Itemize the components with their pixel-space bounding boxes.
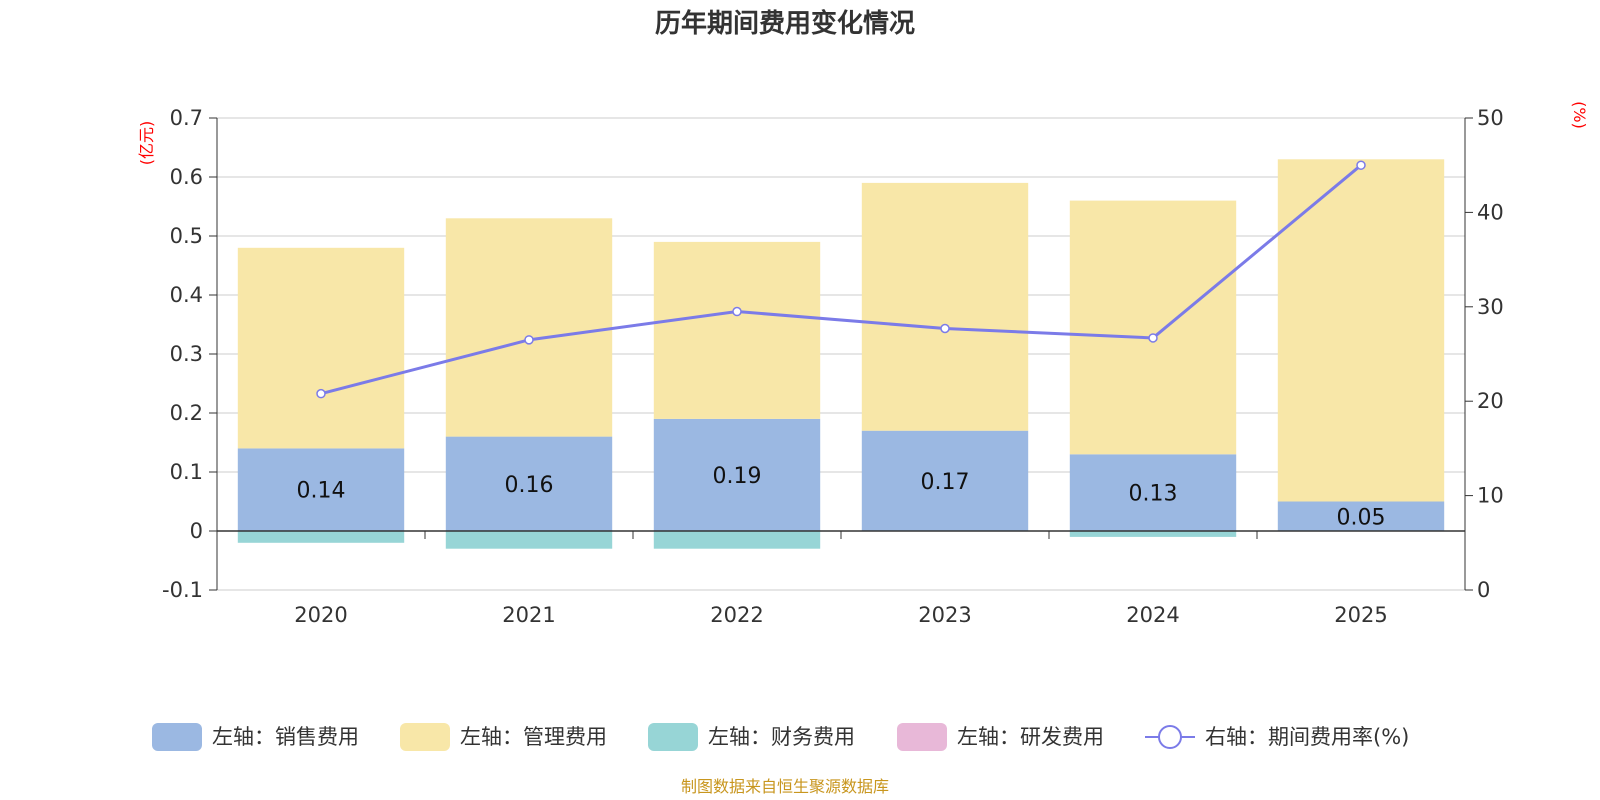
bar (653, 418, 821, 531)
bar (1069, 454, 1237, 531)
left-tick-label: -0.1 (162, 578, 203, 602)
x-tick-label: 2025 (1334, 603, 1387, 627)
legend-swatch (152, 723, 202, 751)
rate-line-path (320, 164, 1362, 396)
rate-line-point (940, 323, 950, 334)
left-axis-unit: (亿元) (137, 121, 156, 166)
source-note: 制图数据来自恒生聚源数据库 (681, 777, 889, 796)
bar (1069, 200, 1237, 455)
bar (237, 448, 405, 531)
legend-swatch (897, 723, 947, 751)
x-tick-label: 2020 (294, 603, 347, 627)
right-tick-label: 20 (1477, 389, 1504, 413)
data-label: 0.17 (921, 470, 970, 495)
left-tick-label: 0.1 (170, 460, 203, 484)
bars (237, 159, 1445, 549)
bar (1069, 531, 1237, 537)
legend-label: 右轴：期间费用率(%) (1205, 725, 1409, 749)
legend-swatch (1158, 725, 1182, 749)
data-label: 0.05 (1337, 505, 1386, 530)
bar (1277, 159, 1445, 502)
legend-label: 左轴：销售费用 (212, 725, 359, 749)
left-tick-label: 0.6 (170, 165, 203, 189)
bar (1277, 501, 1445, 531)
data-label: 0.19 (713, 464, 762, 489)
legend-swatch (400, 723, 450, 751)
left-tick-label: 0.5 (170, 224, 203, 248)
right-tick-label: 40 (1477, 200, 1504, 224)
bar (445, 531, 613, 549)
right-tick-label: 50 (1477, 106, 1504, 130)
bar (861, 182, 1029, 431)
left-tick-label: 0.4 (170, 283, 203, 307)
x-tick-label: 2023 (918, 603, 971, 627)
bar (237, 247, 405, 449)
chart-title: 历年期间费用变化情况 (655, 8, 915, 39)
rate-line-point (1148, 333, 1158, 343)
data-label: 0.16 (505, 473, 554, 498)
bar (237, 531, 405, 543)
right-tick-label: 10 (1477, 484, 1504, 508)
legend: 左轴：销售费用 左轴：管理费用 左轴：财务费用 左轴：研发费用 右轴：期间费用率(%) (152, 723, 1409, 751)
legend-label: 左轴：财务费用 (708, 725, 855, 749)
bar (445, 436, 613, 531)
right-tick-label: 30 (1477, 295, 1504, 319)
left-tick-label: 0.7 (170, 106, 203, 130)
x-tick-label: 2022 (710, 603, 763, 627)
data-label: 0.13 (1129, 482, 1178, 507)
grid-lines (217, 117, 1465, 591)
rate-line-point (316, 388, 326, 399)
rate-line (316, 160, 1366, 399)
axes: 0.7 0.6 0.5 0.4 0.3 0.2 0.1 0 -0.1 50 40 30 20 10 0 202… (162, 106, 1504, 627)
left-tick-label: 0 (190, 519, 203, 543)
x-tick-label: 2021 (502, 603, 555, 627)
bar (861, 430, 1029, 531)
legend-label: 左轴：管理费用 (460, 725, 607, 749)
bar (445, 218, 613, 437)
data-label: 0.14 (297, 479, 346, 504)
bar (653, 531, 821, 549)
x-tick-label: 2024 (1126, 603, 1179, 627)
left-tick-label: 0.3 (170, 342, 203, 366)
right-tick-label: 0 (1477, 578, 1490, 602)
rate-line-point (732, 306, 742, 317)
rate-line-point (1356, 160, 1366, 170)
rate-line-point (524, 335, 534, 345)
data-labels: 0.14 0.16 0.19 0.17 0.13 0.05 (297, 464, 1386, 530)
legend-label: 左轴：研发费用 (957, 725, 1104, 749)
right-axis-unit: (%) (1570, 101, 1589, 129)
bar (653, 241, 821, 419)
left-tick-label: 0.2 (170, 401, 203, 425)
legend-swatch (648, 723, 698, 751)
